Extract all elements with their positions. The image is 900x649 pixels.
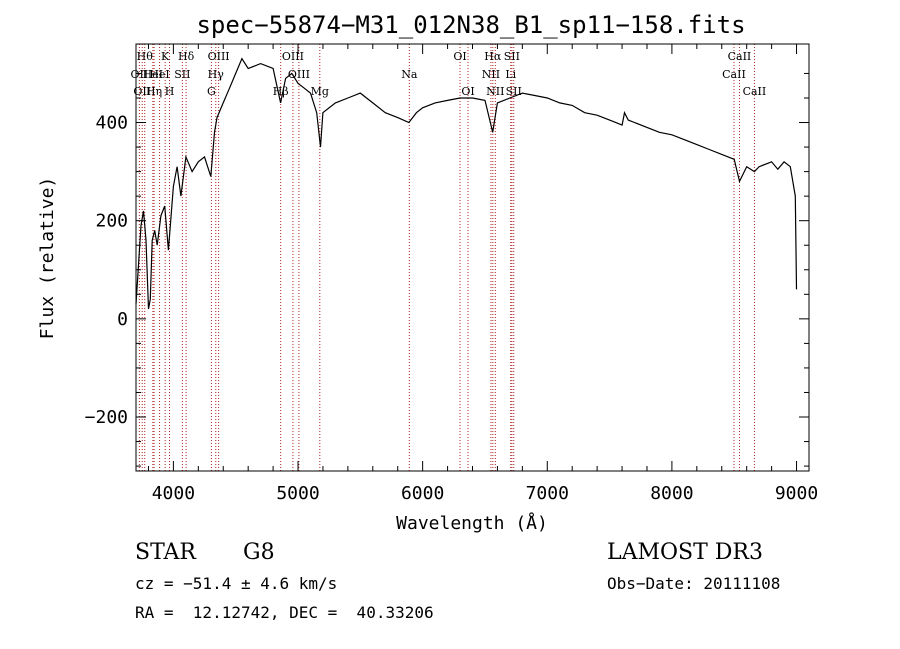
line-marker-label: NII (486, 85, 504, 98)
line-marker-label: CaII (743, 85, 767, 98)
x-axis-ticks: 4000 5000 6000 7000 8000 9000 (147, 44, 818, 504)
line-marker-label: HeI (149, 68, 169, 81)
line-marker-label: SII (174, 68, 190, 81)
line-marker-label: OII (133, 85, 151, 98)
line-marker-label: K (161, 50, 170, 63)
line-marker-label: OIII (288, 68, 310, 81)
line-marker-label: OI (453, 50, 466, 63)
x-tick-label: 8000 (650, 483, 693, 504)
line-marker-label: HeI (143, 68, 163, 81)
line-marker-label: Hδ (178, 50, 195, 63)
object-class: STAR (135, 540, 196, 565)
line-marker-label: Na (401, 68, 418, 81)
line-marker-label: G (207, 85, 216, 98)
line-marker-labels: OII OII Hθ HeI Hη HeI K H SII Hδ G Hγ OIII Hβ OIII OIII… (131, 50, 767, 98)
y-tick-label: 0 (117, 309, 128, 330)
chart-title: spec−55874−M31_012N38_B1_sp11−158.fits (196, 11, 745, 39)
y-axis-label: Flux (relative) (37, 177, 58, 340)
line-marker-label: OIII (208, 50, 230, 63)
line-markers (138, 44, 755, 471)
line-marker-label: OI (461, 85, 474, 98)
x-tick-label: 7000 (526, 483, 569, 504)
x-tick-label: 9000 (775, 483, 818, 504)
line-marker-label: SII (504, 50, 520, 63)
line-marker-label: OIII (282, 50, 304, 63)
line-marker-label: H (165, 85, 175, 98)
redshift-text: cz = −51.4 ± 4.6 km/s (135, 574, 338, 593)
obs-date-text: Obs−Date: 20111108 (607, 574, 781, 593)
survey-name: LAMOST DR3 (607, 540, 763, 565)
line-marker-label: Li (505, 68, 516, 81)
line-marker-label: Hγ (208, 68, 225, 81)
line-marker-label: CaII (722, 68, 746, 81)
coordinates-text: RA = 12.12742, DEC = 40.33206 (135, 603, 434, 622)
x-tick-label: 5000 (276, 483, 319, 504)
x-axis-label: Wavelength (Å) (396, 512, 548, 534)
x-tick-label: 6000 (401, 483, 444, 504)
y-tick-label: −200 (85, 407, 128, 428)
line-marker-label: NII (482, 68, 500, 81)
line-marker-label: Hη (146, 85, 162, 98)
line-marker-label: CaII (728, 50, 752, 63)
line-marker-label: Mg (311, 85, 329, 98)
y-tick-label: 200 (95, 211, 128, 232)
spectrum-line (135, 57, 798, 310)
y-tick-label: 400 (95, 113, 128, 134)
line-marker-label: Hα (484, 50, 502, 63)
line-marker-label: OII (131, 68, 149, 81)
line-marker-label: Hθ (137, 50, 154, 63)
object-subclass: G8 (243, 540, 275, 565)
x-tick-label: 4000 (152, 483, 195, 504)
y-axis-ticks: −200 0 200 400 (85, 72, 809, 467)
line-marker-label: Hβ (273, 85, 289, 98)
plot-frame (135, 43, 810, 472)
